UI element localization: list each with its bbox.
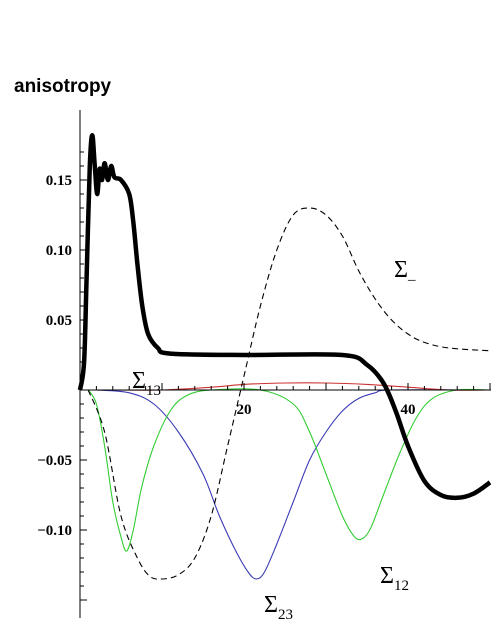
series-label: Σ13 — [132, 368, 161, 399]
series-line-sigma-12 — [87, 388, 491, 552]
series-label: Σ– — [394, 257, 416, 288]
series-label: Σ23 — [264, 592, 293, 623]
series-line-sigma-23 — [96, 389, 491, 580]
y-tick-label: 0.15 — [46, 173, 72, 189]
y-tick-label: 0.10 — [46, 243, 72, 259]
x-tick-label: 40 — [401, 402, 416, 418]
series-layer — [77, 132, 491, 580]
series-line-sigma-13 — [112, 382, 491, 391]
series-label: Σ12 — [380, 563, 409, 594]
y-tick-label: −0.10 — [37, 523, 72, 539]
series-labels: Σ– Σ13 Σ23 Σ12 — [132, 257, 416, 623]
series-line-sigma-minus — [87, 207, 491, 580]
y-tick-label: 0.05 — [46, 313, 72, 329]
y-tick-label: −0.05 — [37, 453, 72, 469]
x-tick-label: 20 — [237, 402, 252, 418]
series-line-anisotropy — [77, 132, 491, 501]
axes-layer: 0.15 0.10 0.05 −0.05 −0.10 20 40 — [37, 110, 491, 618]
y-axis-label: anisotropy — [14, 76, 112, 97]
